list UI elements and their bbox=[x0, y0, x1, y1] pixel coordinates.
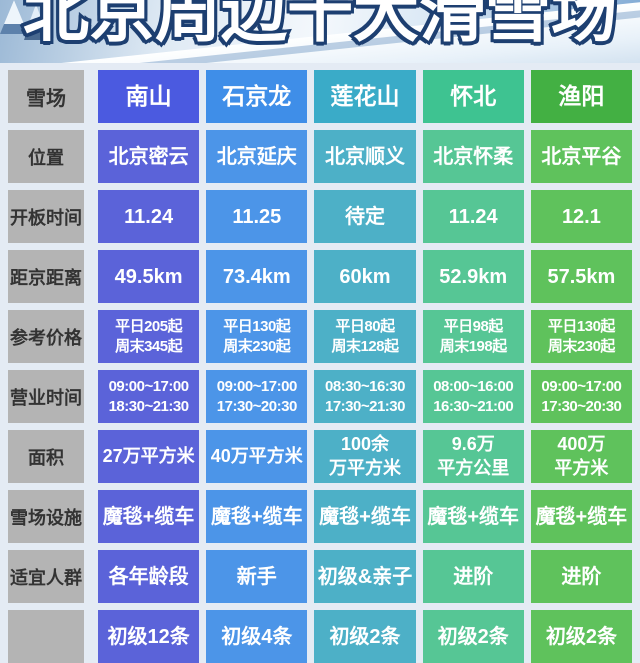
table-cell: 27万平方米 bbox=[98, 430, 200, 483]
row-label-area: 面积 bbox=[8, 430, 84, 483]
table-cell: 初级2条 bbox=[314, 610, 416, 663]
table-cell: 40万平方米 bbox=[206, 430, 308, 483]
table-row-distance: 距京距离 49.5km 73.4km 60km 52.9km 57.5km bbox=[8, 250, 633, 303]
table-cell: 09:00~17:00 17:30~20:30 bbox=[530, 370, 633, 423]
table-cell: 平日205起 周末345起 bbox=[98, 310, 200, 363]
table-cell: 北京延庆 bbox=[206, 130, 308, 183]
table-cell: 初级12条 bbox=[98, 610, 200, 663]
table-cell: 08:30~16:30 17:30~21:30 bbox=[314, 370, 416, 423]
table-cell: 09:00~17:00 17:30~20:30 bbox=[206, 370, 308, 423]
table-cell: 北京怀柔 bbox=[422, 130, 524, 183]
table-header-row: 雪场 南山 石京龙 莲花山 怀北 渔阳 bbox=[8, 70, 633, 123]
row-label-audience: 适宜人群 bbox=[8, 550, 84, 603]
row-label-distance: 距京距离 bbox=[8, 250, 84, 303]
table-cell: 11.24 bbox=[422, 190, 524, 243]
table-cell: 初级&亲子 bbox=[314, 550, 416, 603]
table-row-audience: 适宜人群 各年龄段 新手 初级&亲子 进阶 进阶 bbox=[8, 550, 633, 603]
snow-photo-banner: 北京周边十大滑雪场 bbox=[0, 0, 640, 63]
corner-label: 雪场 bbox=[8, 70, 84, 123]
table-cell: 待定 bbox=[314, 190, 416, 243]
column-header-shijinglong: 石京龙 bbox=[206, 70, 308, 123]
table-row-price: 参考价格 平日205起 周末345起 平日130起 周末230起 平日80起 周… bbox=[8, 310, 633, 363]
table-row-location: 位置 北京密云 北京延庆 北京顺义 北京怀柔 北京平谷 bbox=[8, 130, 633, 183]
table-cell: 平日80起 周末128起 bbox=[314, 310, 416, 363]
table-cell: 魔毯+缆车 bbox=[314, 490, 416, 543]
table-cell: 57.5km bbox=[530, 250, 633, 303]
table-cell: 初级2条 bbox=[422, 610, 524, 663]
row-label-opening-date: 开板时间 bbox=[8, 190, 84, 243]
table-cell: 100余 万平方米 bbox=[314, 430, 416, 483]
table-row-area: 面积 27万平方米 40万平方米 100余 万平方米 9.6万 平方公里 400… bbox=[8, 430, 633, 483]
table-row-trails: 初级12条 初级4条 初级2条 初级2条 初级2条 bbox=[8, 610, 633, 663]
table-cell: 平日130起 周末230起 bbox=[530, 310, 633, 363]
table-cell: 平日98起 周末198起 bbox=[422, 310, 524, 363]
table-cell: 9.6万 平方公里 bbox=[422, 430, 524, 483]
table-cell: 60km bbox=[314, 250, 416, 303]
table-cell: 北京平谷 bbox=[530, 130, 633, 183]
table-cell: 北京顺义 bbox=[314, 130, 416, 183]
table-cell: 12.1 bbox=[530, 190, 633, 243]
table-cell: 初级2条 bbox=[530, 610, 633, 663]
snowy-trees-icon bbox=[0, 0, 48, 40]
table-cell: 08:00~16:00 16:30~21:00 bbox=[422, 370, 524, 423]
column-header-yuyang: 渔阳 bbox=[530, 70, 633, 123]
row-label-location: 位置 bbox=[8, 130, 84, 183]
table-cell: 09:00~17:00 18:30~21:30 bbox=[98, 370, 200, 423]
table-cell: 52.9km bbox=[422, 250, 524, 303]
table-cell: 11.24 bbox=[98, 190, 200, 243]
row-label-trails bbox=[8, 610, 84, 663]
resort-comparison-table: 雪场 南山 石京龙 莲花山 怀北 渔阳 位置 北京密云 北京延庆 北京顺义 北京… bbox=[0, 63, 640, 663]
table-row-hours: 营业时间 09:00~17:00 18:30~21:30 09:00~17:00… bbox=[8, 370, 633, 423]
table-row-opening-date: 开板时间 11.24 11.25 待定 11.24 12.1 bbox=[8, 190, 633, 243]
table-cell: 魔毯+缆车 bbox=[98, 490, 200, 543]
row-label-facilities: 雪场设施 bbox=[8, 490, 84, 543]
table-cell: 魔毯+缆车 bbox=[422, 490, 524, 543]
table-cell: 北京密云 bbox=[98, 130, 200, 183]
row-label-price: 参考价格 bbox=[8, 310, 84, 363]
table-cell: 11.25 bbox=[206, 190, 308, 243]
column-header-lianhuashan: 莲花山 bbox=[314, 70, 416, 123]
table-cell: 初级4条 bbox=[206, 610, 308, 663]
column-header-huaibei: 怀北 bbox=[422, 70, 524, 123]
table-cell: 新手 bbox=[206, 550, 308, 603]
table-row-facilities: 雪场设施 魔毯+缆车 魔毯+缆车 魔毯+缆车 魔毯+缆车 魔毯+缆车 bbox=[8, 490, 633, 543]
table-cell: 魔毯+缆车 bbox=[530, 490, 633, 543]
table-cell: 进阶 bbox=[422, 550, 524, 603]
table-cell: 400万 平方米 bbox=[530, 430, 633, 483]
row-label-hours: 营业时间 bbox=[8, 370, 84, 423]
table-cell: 进阶 bbox=[530, 550, 633, 603]
table-cell: 49.5km bbox=[98, 250, 200, 303]
column-header-nanshan: 南山 bbox=[98, 70, 200, 123]
page-title: 北京周边十大滑雪场 bbox=[20, 0, 620, 49]
table-cell: 73.4km bbox=[206, 250, 308, 303]
table-cell: 魔毯+缆车 bbox=[206, 490, 308, 543]
table-cell: 各年龄段 bbox=[98, 550, 200, 603]
table-cell: 平日130起 周末230起 bbox=[206, 310, 308, 363]
